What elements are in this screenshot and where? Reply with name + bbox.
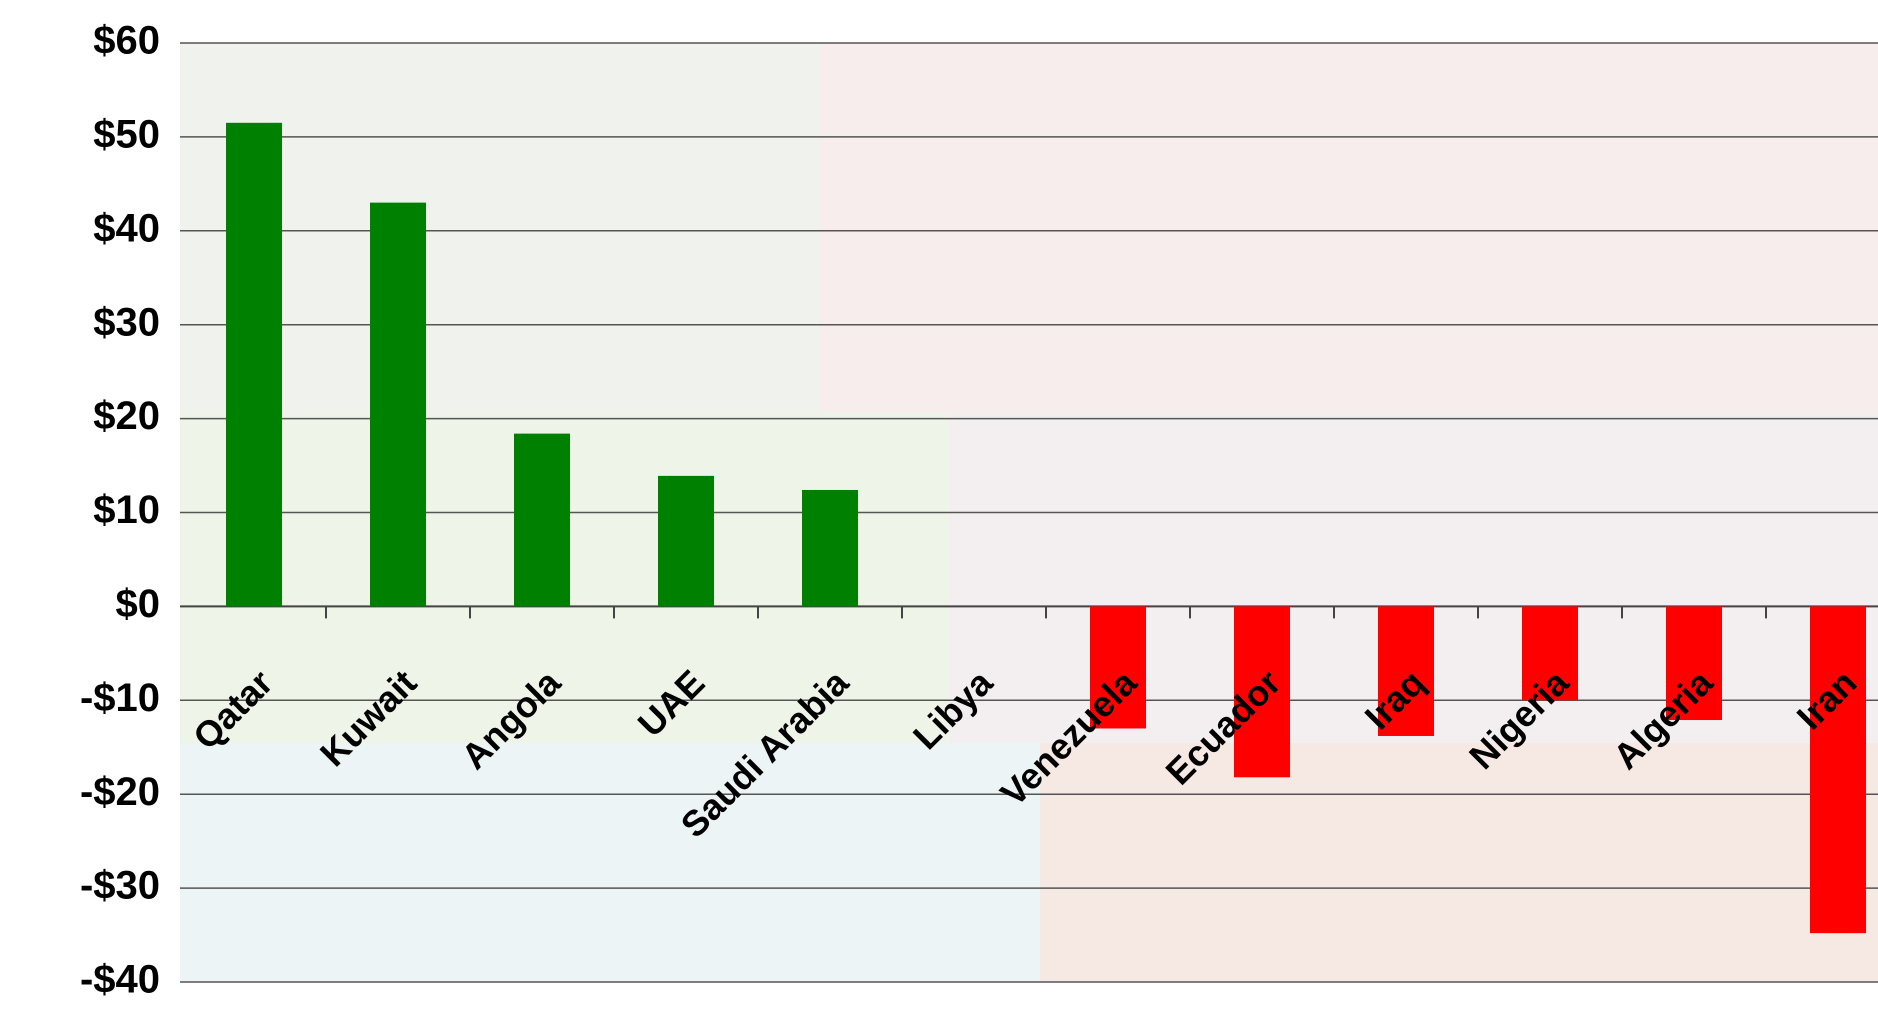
bar <box>658 475 714 607</box>
y-tick-label: $40 <box>93 206 160 250</box>
y-tick-label: $20 <box>93 394 160 438</box>
bar <box>1522 606 1578 701</box>
bar <box>1090 606 1146 729</box>
y-tick-label: $60 <box>93 19 160 63</box>
bar <box>1810 606 1866 934</box>
y-tick-label: $50 <box>93 112 160 156</box>
y-tick-label: -$20 <box>80 770 160 814</box>
y-tick-label: -$40 <box>80 958 160 1002</box>
bar <box>514 433 570 607</box>
bar <box>1666 606 1722 721</box>
y-tick-label: -$10 <box>80 676 160 720</box>
bar <box>1234 606 1290 778</box>
y-tick-label: -$30 <box>80 864 160 908</box>
y-tick-label: $10 <box>93 488 160 532</box>
y-tick-label: $0 <box>116 582 161 626</box>
bar <box>226 122 282 607</box>
y-tick-label: $30 <box>93 300 160 344</box>
bar <box>802 489 858 607</box>
bar <box>370 202 426 607</box>
background <box>180 43 1878 982</box>
bar <box>1378 606 1434 736</box>
